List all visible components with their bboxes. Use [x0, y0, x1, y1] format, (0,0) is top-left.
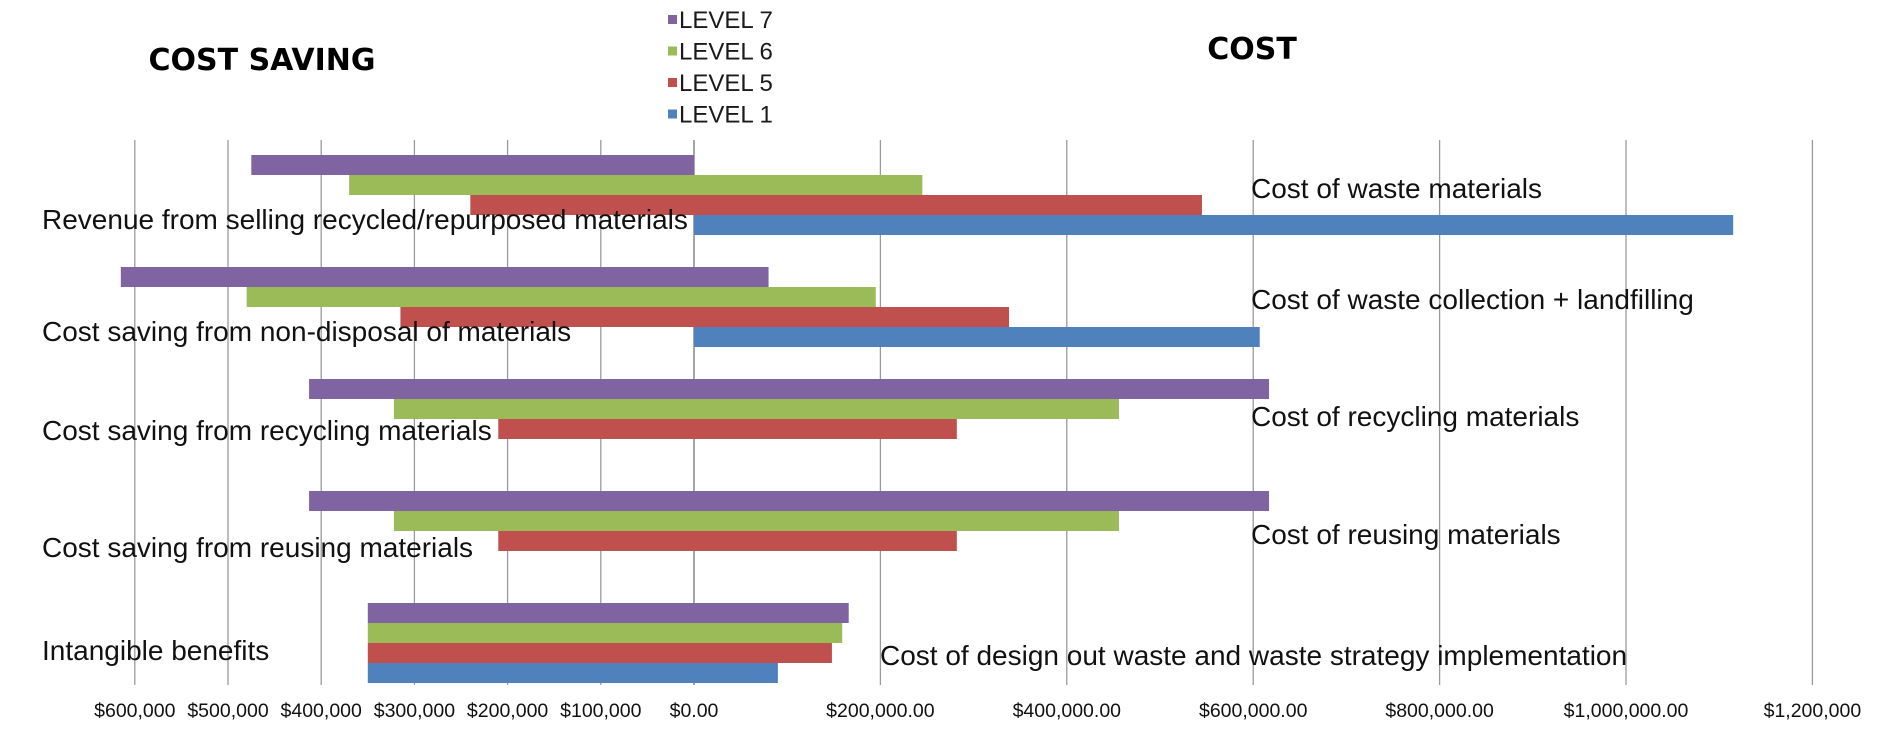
x-tick-label: $1,200,000	[1764, 700, 1862, 722]
x-tick-label: $200,000.00	[826, 700, 935, 722]
cost-saving-heading: COST SAVING	[149, 43, 376, 78]
legend-swatch	[668, 15, 677, 24]
bar-level-5	[400, 307, 1010, 327]
x-axis-ticks: $600,000 $500,000 $400,000 $300,000 $200,000…	[94, 700, 1861, 722]
legend-swatch	[668, 78, 677, 87]
saving-category-label: Cost saving from reusing materials	[42, 532, 473, 563]
bar-level-5	[367, 643, 832, 663]
x-tick-label: $300,000	[374, 700, 455, 722]
bar-level-7	[309, 491, 1270, 511]
bar-level-6	[246, 287, 876, 307]
x-tick-label: $400,000	[281, 700, 362, 722]
x-tick-label: $600,000	[94, 700, 175, 722]
cost-category-label: Cost of reusing materials	[1251, 519, 1561, 550]
legend-swatch	[668, 109, 677, 119]
bar-level-5	[498, 419, 957, 439]
x-tick-label: $500,000	[187, 700, 268, 722]
x-tick-label: $200,000	[467, 700, 548, 722]
legend-swatch	[668, 46, 677, 56]
x-tick-label: $600,000.00	[1199, 700, 1308, 722]
labels-layer: Revenue from selling recycled/repurposed…	[42, 173, 1694, 671]
legend-label: LEVEL 1	[679, 102, 773, 129]
bar-level-1	[694, 327, 1260, 347]
bar-level-7	[367, 603, 849, 623]
saving-category-label: Cost saving from non-disposal of materia…	[42, 316, 571, 347]
legend-label: LEVEL 5	[679, 70, 773, 97]
cost-category-label: Cost of waste collection + landfilling	[1251, 284, 1694, 315]
legend: LEVEL 7 LEVEL 6 LEVEL 5 LEVEL 1	[668, 7, 773, 129]
bars-layer	[120, 155, 1734, 683]
saving-category-label: Cost saving from recycling materials	[42, 415, 492, 446]
legend-label: LEVEL 6	[679, 39, 773, 66]
bar-level-1	[694, 215, 1734, 235]
saving-category-label: Intangible benefits	[42, 635, 269, 666]
bar-level-6	[367, 623, 843, 643]
bar-level-6	[349, 175, 923, 195]
bar-level-6	[393, 511, 1119, 531]
bar-level-6	[393, 399, 1119, 419]
cost-category-label: Cost of design out waste and waste strat…	[880, 640, 1627, 671]
bar-level-5	[498, 531, 957, 551]
x-tick-label: $100,000	[560, 700, 641, 722]
saving-category-label: Revenue from selling recycled/repurposed…	[42, 204, 688, 235]
x-tick-label: $400,000.00	[1013, 700, 1122, 722]
bar-level-5	[470, 195, 1202, 215]
cost-category-label: Cost of waste materials	[1251, 173, 1542, 204]
x-tick-label: $1,000,000.00	[1564, 700, 1689, 722]
x-tick-label: $0.00	[670, 700, 719, 722]
x-tick-label: $800,000.00	[1385, 700, 1494, 722]
bar-level-7	[120, 267, 769, 287]
legend-label: LEVEL 7	[679, 7, 773, 34]
bar-level-7	[251, 155, 695, 175]
cost-category-label: Cost of recycling materials	[1251, 401, 1579, 432]
bar-level-7	[309, 379, 1270, 399]
cost-heading: COST	[1207, 32, 1297, 67]
bar-level-1	[367, 663, 778, 683]
